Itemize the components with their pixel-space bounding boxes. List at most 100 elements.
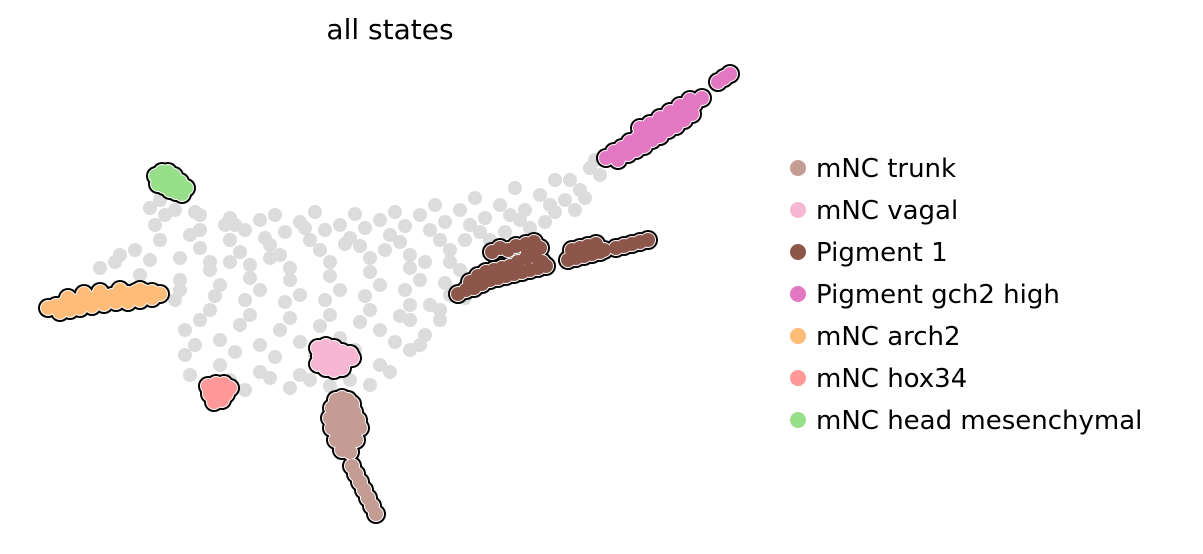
background-point bbox=[358, 221, 372, 235]
data-point bbox=[353, 421, 367, 435]
data-point bbox=[133, 283, 147, 297]
data-point bbox=[345, 351, 359, 365]
background-point bbox=[458, 233, 472, 247]
background-point bbox=[253, 213, 267, 227]
background-point bbox=[93, 261, 107, 275]
background-point bbox=[388, 335, 402, 349]
legend-marker bbox=[790, 286, 806, 302]
background-point bbox=[433, 313, 447, 327]
data-point bbox=[73, 301, 87, 315]
background-point bbox=[293, 288, 307, 302]
data-point bbox=[109, 295, 123, 309]
background-point bbox=[438, 215, 452, 229]
data-point bbox=[343, 445, 357, 459]
background-point bbox=[203, 303, 217, 317]
background-point bbox=[378, 243, 392, 257]
background-point bbox=[153, 233, 167, 247]
background-point bbox=[108, 255, 122, 269]
background-point bbox=[363, 378, 377, 392]
data-point bbox=[533, 241, 547, 255]
background-point bbox=[203, 263, 217, 277]
background-point bbox=[348, 207, 362, 221]
background-point bbox=[403, 248, 417, 262]
data-point bbox=[349, 433, 363, 447]
data-point bbox=[203, 385, 217, 399]
background-point bbox=[323, 379, 337, 393]
background-point bbox=[283, 311, 297, 325]
chart-title: all states bbox=[326, 13, 453, 46]
background-point bbox=[193, 313, 207, 327]
background-point bbox=[533, 188, 547, 202]
background-point bbox=[183, 368, 197, 382]
background-point bbox=[358, 289, 372, 303]
background-point bbox=[273, 323, 287, 337]
background-point bbox=[278, 295, 292, 309]
background-point bbox=[308, 205, 322, 219]
background-point bbox=[193, 223, 207, 237]
background-point bbox=[193, 241, 207, 255]
background-point bbox=[238, 293, 252, 307]
background-point bbox=[513, 213, 527, 227]
data-point bbox=[723, 67, 737, 81]
legend-marker bbox=[790, 202, 806, 218]
background-point bbox=[143, 253, 157, 267]
background-point bbox=[423, 223, 437, 237]
background-point bbox=[283, 261, 297, 275]
background-point bbox=[463, 218, 477, 232]
background-point bbox=[268, 208, 282, 222]
data-point bbox=[121, 295, 135, 309]
plot-area bbox=[38, 64, 740, 524]
data-point bbox=[85, 299, 99, 313]
background-point bbox=[233, 245, 247, 259]
background-point bbox=[493, 198, 507, 212]
data-point bbox=[167, 177, 181, 191]
data-point bbox=[97, 297, 111, 311]
data-point bbox=[369, 507, 383, 521]
background-point bbox=[173, 283, 187, 297]
background-point bbox=[418, 255, 432, 269]
data-point bbox=[597, 243, 611, 257]
background-point bbox=[243, 258, 257, 272]
data-point bbox=[113, 283, 127, 297]
background-point bbox=[478, 211, 492, 225]
background-point bbox=[433, 233, 447, 247]
legend-label: mNC head mesenchymal bbox=[816, 406, 1142, 436]
background-point bbox=[278, 225, 292, 239]
background-point bbox=[558, 193, 572, 207]
background-point bbox=[593, 168, 607, 182]
background-point bbox=[523, 221, 537, 235]
background-point bbox=[338, 237, 352, 251]
background-cells bbox=[93, 153, 607, 397]
background-point bbox=[508, 181, 522, 195]
background-point bbox=[258, 231, 272, 245]
background-point bbox=[323, 269, 337, 283]
background-point bbox=[438, 276, 452, 290]
data-point bbox=[93, 285, 107, 299]
background-point bbox=[548, 205, 562, 219]
background-point bbox=[293, 335, 307, 349]
background-point bbox=[188, 205, 202, 219]
legend: mNC trunk mNC vagal Pigment 1 Pigment gch2 … bbox=[790, 154, 1142, 436]
background-point bbox=[413, 208, 427, 222]
background-point bbox=[373, 278, 387, 292]
data-point bbox=[215, 393, 229, 407]
data-point bbox=[61, 291, 75, 305]
data-point bbox=[77, 287, 91, 301]
legend-label: mNC trunk bbox=[816, 154, 956, 184]
data-point bbox=[175, 187, 189, 201]
legend-marker bbox=[790, 370, 806, 386]
background-point bbox=[173, 251, 187, 265]
background-point bbox=[383, 228, 397, 242]
background-point bbox=[548, 173, 562, 187]
background-point bbox=[538, 215, 552, 229]
background-point bbox=[363, 265, 377, 279]
background-point bbox=[223, 255, 237, 269]
background-point bbox=[303, 373, 317, 387]
legend-label: Pigment 1 bbox=[816, 238, 948, 268]
background-point bbox=[208, 289, 222, 303]
background-point bbox=[313, 243, 327, 257]
legend-label: mNC vagal bbox=[816, 196, 958, 226]
background-point bbox=[128, 243, 142, 257]
background-point bbox=[398, 283, 412, 297]
